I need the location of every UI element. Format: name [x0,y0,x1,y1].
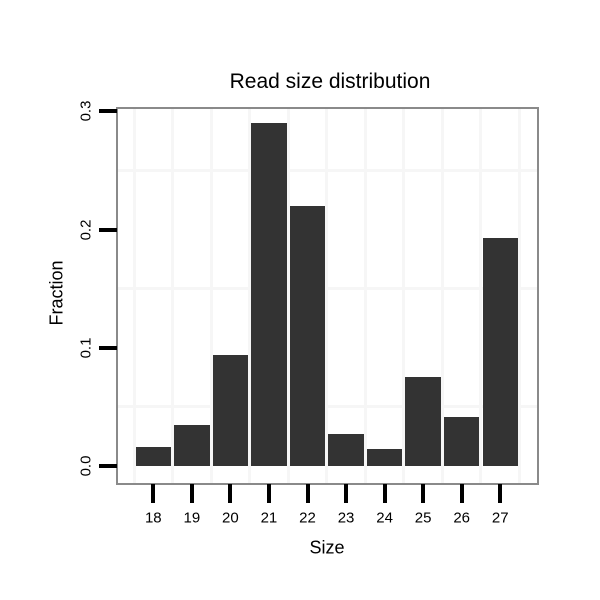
y-axis-title: Fraction [46,260,67,326]
x-axis-tick [498,484,503,503]
x-axis-tick [459,484,464,503]
minor-gridline-horizontal [118,287,537,291]
minor-gridline-vertical [440,109,444,483]
bar-size-21 [251,123,287,466]
y-axis-tick [99,345,117,350]
y-axis-tick [99,463,117,468]
y-tick-label: 0.2 [77,219,95,240]
x-tick-label: 23 [337,509,355,527]
y-tick-label: 0.0 [77,455,95,477]
minor-gridline-vertical [363,109,367,483]
x-axis-tick [382,484,387,503]
bar-size-26 [443,417,480,466]
x-tick-label: 25 [414,509,432,527]
chart-title: Read size distribution [229,70,431,93]
bar-size-18 [135,447,172,466]
x-tick-label: 26 [453,509,471,527]
minor-gridline-vertical [248,109,252,483]
x-tick-label: 24 [376,509,393,527]
x-axis-tick [266,484,271,503]
y-axis-tick [99,227,117,232]
x-axis-tick [421,484,426,503]
y-axis-tick [99,109,117,114]
x-axis-tick [344,484,349,503]
y-tick-label: 0.1 [77,337,95,359]
minor-gridline-vertical [402,109,406,483]
x-tick-label: 22 [299,509,316,527]
minor-gridline-vertical [325,109,329,483]
minor-gridline-horizontal [118,405,537,409]
plot-panel [118,109,537,483]
minor-gridline-vertical [518,109,522,483]
x-axis-tick [151,484,156,503]
x-tick-label: 20 [222,509,239,527]
minor-gridline-horizontal [118,168,537,172]
x-axis-tick [228,484,233,503]
x-tick-label: 18 [144,509,162,527]
x-axis-tick [305,484,310,503]
bar-size-23 [328,434,364,466]
x-axis-title: Size [309,537,345,558]
bar-size-22 [289,205,326,466]
x-tick-label: 19 [183,509,201,527]
bar-size-24 [366,449,403,466]
minor-gridline-vertical [171,109,175,483]
x-tick-label: 27 [491,509,509,527]
y-tick-label: 0.3 [77,100,95,122]
minor-gridline-vertical [286,109,290,483]
x-tick-label: 21 [260,509,278,527]
minor-gridline-vertical [479,109,483,483]
minor-gridline-vertical [132,109,136,483]
x-axis-tick [189,484,194,503]
bar-size-25 [405,377,441,466]
bar-size-19 [174,424,210,466]
bar-size-27 [482,237,518,466]
bar-size-20 [212,354,249,466]
minor-gridline-vertical [209,109,213,483]
